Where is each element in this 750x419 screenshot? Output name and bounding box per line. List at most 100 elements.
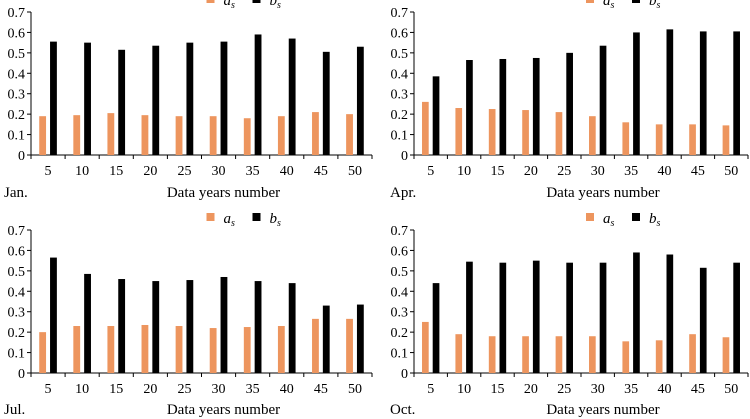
y-tick-label: 0.4 xyxy=(8,285,26,300)
y-tick-label: 0.4 xyxy=(8,67,26,82)
bar-b-s xyxy=(699,31,707,155)
y-tick-label: 0.2 xyxy=(8,326,26,341)
legend-label-b-s: bs xyxy=(649,211,661,229)
bar-b-s xyxy=(84,273,91,373)
month-label: Apr. xyxy=(390,185,416,201)
y-tick-label: 0.4 xyxy=(391,67,409,82)
bar-b-s xyxy=(566,262,573,373)
bar-a-s xyxy=(243,327,251,373)
chart-panel-jan: 0 0.1 0.2 0.3 0.4 0.5 0.6 0.7 5 10 15 20 25 30 35 40 45 5… xyxy=(4,0,373,201)
x-tick-label: 30 xyxy=(212,382,226,397)
y-tick-label: 0.2 xyxy=(8,108,26,123)
y-tick-label: 0.2 xyxy=(391,326,409,341)
bar-a-s xyxy=(589,336,596,373)
x-tick-label: 30 xyxy=(591,382,605,397)
bar-b-s xyxy=(152,45,160,156)
bar-a-s xyxy=(346,114,353,155)
bar-a-s xyxy=(39,332,47,373)
month-label: Jan. xyxy=(4,185,28,201)
bar-a-s xyxy=(689,334,696,373)
x-tick-label: 50 xyxy=(724,164,738,179)
legend-swatch-a-s xyxy=(206,0,215,3)
bar-a-s xyxy=(277,326,285,373)
legend-label-a-s: as xyxy=(603,211,615,229)
bar-a-s xyxy=(655,124,663,155)
y-tick-label: 0 xyxy=(401,149,408,164)
x-axis-title: Data years number xyxy=(546,185,659,201)
bar-a-s xyxy=(488,336,496,373)
bar-a-s xyxy=(312,318,319,373)
bar-b-s xyxy=(599,45,607,156)
legend: as bs xyxy=(586,211,661,229)
x-tick-label: 10 xyxy=(457,382,471,397)
bar-a-s xyxy=(141,115,149,155)
x-tick-label: 25 xyxy=(557,382,571,397)
y-tick-label: 0.6 xyxy=(8,244,26,259)
x-tick-label: 20 xyxy=(143,382,157,397)
x-tick-label: 30 xyxy=(212,164,226,179)
bar-b-s xyxy=(566,52,573,155)
bar-a-s xyxy=(722,125,730,155)
y-tick-label: 0.7 xyxy=(8,224,26,239)
y-tick-label: 0.1 xyxy=(391,129,409,144)
bar-b-s xyxy=(152,281,160,373)
bar-b-s xyxy=(84,42,91,156)
bar-b-s xyxy=(322,51,330,156)
bar-a-s xyxy=(555,336,563,373)
bar-b-s xyxy=(254,281,262,373)
y-tick-label: 0.5 xyxy=(391,47,409,62)
x-tick-label: 45 xyxy=(691,382,705,397)
bar-b-s xyxy=(186,280,194,373)
y-tick-label: 0.6 xyxy=(391,26,409,41)
bar-a-s xyxy=(622,122,630,155)
bar-a-s xyxy=(209,116,217,155)
bar-a-s xyxy=(175,326,183,373)
chart-panel-oct: 0 0.1 0.2 0.3 0.4 0.5 0.6 0.7 5 10 15 20 25 30 35 40 45 5… xyxy=(390,211,749,418)
x-tick-label: 5 xyxy=(45,164,52,179)
y-tick-label: 0.3 xyxy=(391,306,409,321)
x-tick-label: 35 xyxy=(624,382,638,397)
bar-b-s xyxy=(356,304,364,373)
x-tick-label: 40 xyxy=(280,164,294,179)
x-tick-label: 15 xyxy=(109,382,123,397)
bar-a-s xyxy=(209,328,217,373)
bar-b-s xyxy=(288,38,296,155)
legend: as bs xyxy=(586,0,661,11)
y-tick-label: 0 xyxy=(18,149,25,164)
legend-swatch-a-s xyxy=(586,213,594,221)
bar-b-s xyxy=(633,252,640,373)
bar-b-s xyxy=(432,76,440,155)
bar-a-s xyxy=(107,113,115,155)
bar-b-s xyxy=(118,49,126,155)
x-tick-label: 20 xyxy=(143,164,157,179)
bar-b-s xyxy=(499,58,507,155)
bar-b-s xyxy=(666,29,674,155)
bar-a-s xyxy=(312,112,319,155)
y-tick-label: 0.4 xyxy=(391,285,409,300)
x-tick-label: 20 xyxy=(524,164,538,179)
x-tick-label: 25 xyxy=(177,164,191,179)
x-tick-label: 45 xyxy=(314,382,328,397)
legend-swatch-b-s xyxy=(252,213,261,221)
y-tick-label: 0.2 xyxy=(391,108,409,123)
x-tick-label: 5 xyxy=(45,382,52,397)
x-tick-label: 15 xyxy=(109,164,123,179)
bar-a-s xyxy=(488,109,496,155)
bar-a-s xyxy=(73,326,81,373)
y-tick-label: 0.1 xyxy=(8,347,26,362)
legend-label-b-s: bs xyxy=(649,0,661,11)
y-tick-label: 0 xyxy=(18,367,25,382)
bar-b-s xyxy=(50,257,57,373)
x-tick-label: 15 xyxy=(491,382,505,397)
y-tick-label: 0.7 xyxy=(391,6,409,21)
bar-a-s xyxy=(655,340,663,373)
bar-b-s xyxy=(666,254,674,373)
x-tick-label: 15 xyxy=(491,164,505,179)
bar-b-s xyxy=(532,57,540,155)
legend-label-b-s: bs xyxy=(270,0,282,11)
x-tick-label: 35 xyxy=(624,164,638,179)
month-label: Jul. xyxy=(4,402,25,418)
y-tick-label: 0.7 xyxy=(8,6,26,21)
bar-a-s xyxy=(175,116,183,155)
